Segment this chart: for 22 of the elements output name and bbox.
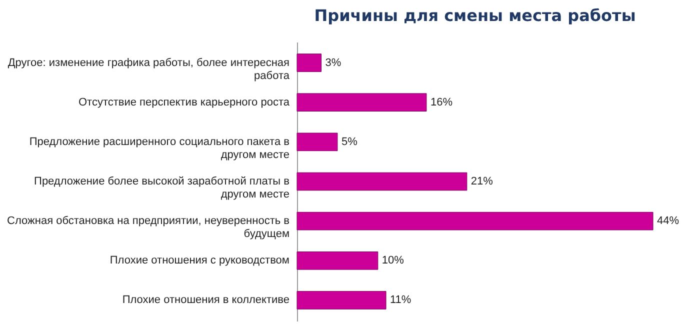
y-tick-label: Сложная обстановка на предприятии, неуверенность в будущем [7, 215, 290, 240]
data-label: 10% [382, 254, 404, 267]
chart-title: Причины для смены места работы [314, 6, 636, 25]
bar [296, 251, 378, 270]
data-label: 3% [325, 56, 342, 69]
data-label: 5% [341, 136, 358, 148]
y-tick-label: Плохие отношения с руководством [110, 254, 290, 267]
y-tick-label: Предложение расширенного социального пакета в другом месте [29, 136, 290, 161]
data-label: 16% [430, 96, 453, 108]
bar [296, 93, 427, 112]
y-tick-label: Отсутствие перспектив карьерного роста [78, 96, 290, 108]
data-label: 44% [657, 215, 680, 228]
y-tick-label: Другое: изменение графика работы, более интересная работа [8, 56, 290, 82]
data-label: 11% [390, 294, 412, 306]
y-tick-label: Плохие отношения в коллективе [122, 294, 290, 306]
y-tick-label: Предложение более высокой заработной платы в другом месте [34, 176, 290, 200]
bar [296, 212, 654, 230]
bar [296, 132, 338, 152]
bar [296, 291, 386, 310]
data-label: 21% [470, 176, 494, 188]
bar [296, 172, 468, 191]
bar [296, 54, 322, 72]
